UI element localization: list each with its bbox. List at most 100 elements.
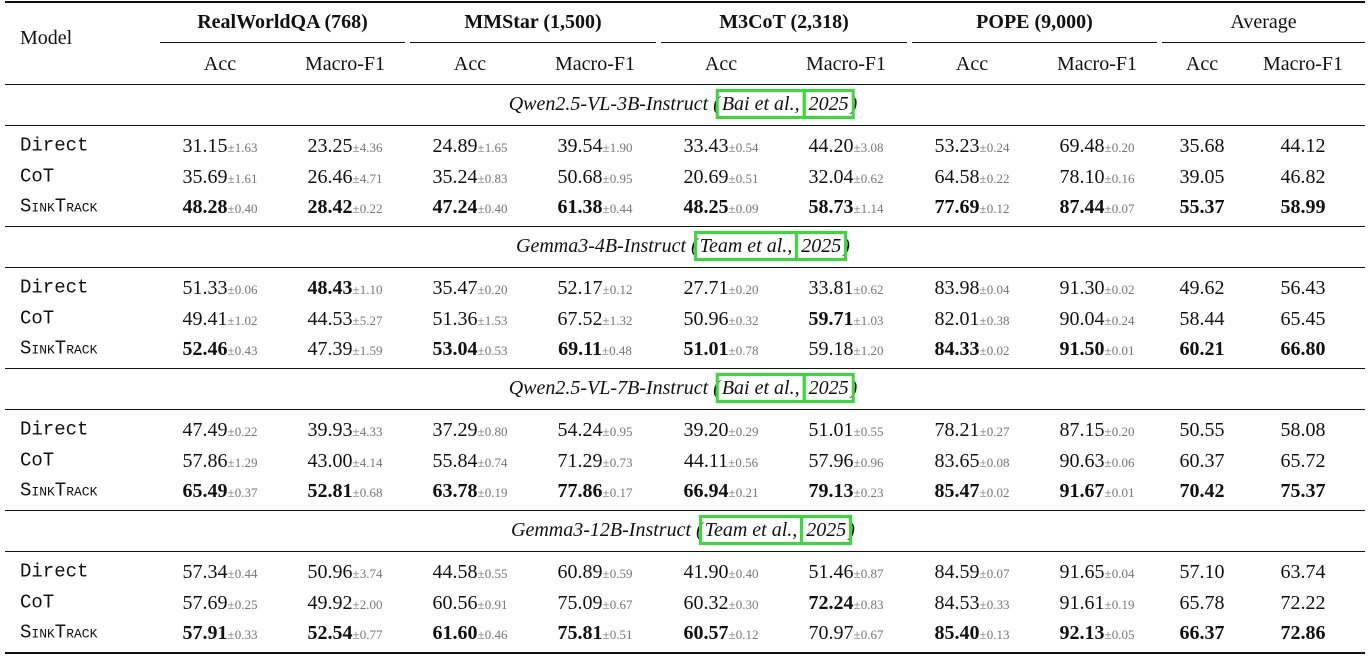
cell-std: ±1.10 [352,282,383,297]
cell-std: ±0.24 [1104,312,1135,328]
cell-value: 35.68 [1179,135,1225,157]
cell-value: 63.78 [432,480,478,502]
cell-std: ±1.03 [853,312,884,328]
cell-value: 85.40 [934,622,980,644]
cell: 60.21 [1180,339,1225,359]
cell-std: ±0.40 [227,201,258,216]
cell-std: ±0.22 [979,170,1010,186]
cell-value: 78.10 [1059,165,1105,188]
cell-std: ±0.20 [728,282,759,297]
cell-std: ±0.05 [1104,627,1135,642]
cell: 54.24±0.95 [558,420,633,440]
cell: 85.40±0.13 [935,623,1010,643]
method-name: CoT [20,449,55,471]
cell-value: 58.08 [1280,419,1326,441]
method-name: SinkTrack [20,621,98,644]
cell-std: ±0.37 [227,485,258,500]
cell-value: 57.10 [1179,561,1225,583]
cell: 47.39±1.59 [308,339,383,359]
cell: 46.82 [1281,167,1326,187]
cell-value: 48.43 [307,277,353,299]
cell: 51.36±1.53 [433,309,508,329]
cell-std: ±1.90 [602,140,633,155]
cell-value: 56.43 [1280,277,1326,299]
rule [5,267,1365,268]
cell-value: 49.92 [307,591,353,614]
cell-value: 50.96 [307,561,353,583]
cell-std: ±0.23 [853,485,884,500]
cell-std: ±0.27 [979,424,1010,439]
cell-value: 39.54 [557,135,603,157]
cell-value: 39.93 [307,419,353,441]
cell: 77.86±0.17 [558,481,633,501]
cell-value: 65.45 [1280,307,1326,330]
cell: 84.33±0.02 [935,339,1010,359]
cell-std: ±0.33 [227,627,258,642]
cell-value: 54.24 [557,419,603,441]
cell-value: 78.21 [934,419,980,441]
cell-std: ±0.83 [477,170,508,186]
cell-std: ±0.21 [728,485,759,500]
cell-std: ±0.44 [602,201,633,216]
cell-std: ±4.14 [352,454,383,470]
cell: 35.69±1.61 [183,167,258,187]
cell-std: ±0.43 [227,343,258,358]
cell: 66.94±0.21 [684,481,759,501]
cell-value: 50.96 [683,307,729,330]
rule [912,42,1157,43]
cell-std: ±1.29 [227,454,258,470]
cell: 61.60±0.46 [433,623,508,643]
cell: 70.97±0.67 [809,623,884,643]
cell-std: ±0.16 [1104,170,1135,186]
method-name: CoT [20,165,55,187]
rule [5,1,1365,3]
cell: 90.04±0.24 [1060,309,1135,329]
citation-year: 2025 [802,373,855,403]
cell: 91.67±0.01 [1060,481,1135,501]
citation-author: Team et al., [693,231,799,261]
cell-value: 65.72 [1280,449,1326,472]
cell-std: ±0.44 [227,566,258,581]
cell-std: ±0.02 [979,485,1010,500]
cell-std: ±0.68 [352,485,383,500]
cell: 66.80 [1281,339,1326,359]
cell: 92.13±0.05 [1060,623,1135,643]
cell-value: 24.89 [432,135,478,157]
cell-std: ±0.07 [1104,201,1135,216]
method-name: Direct [20,276,89,299]
metric-header: Macro-F1 [555,53,635,75]
cell-value: 60.89 [557,561,603,583]
cell-value: 43.00 [307,449,353,472]
cell-std: ±1.63 [227,140,258,155]
cell-std: ±0.17 [602,485,633,500]
method-name: CoT [20,307,55,329]
cell-value: 53.23 [934,135,980,157]
cell-std: ±0.74 [477,454,508,470]
cell-value: 61.60 [432,622,478,644]
cell-value: 51.36 [432,307,478,330]
cell-value: 46.82 [1280,165,1326,188]
cell-value: 31.15 [182,135,228,157]
metric-header: Acc [704,53,738,75]
cell-std: ±0.12 [602,282,633,297]
cell-value: 55.37 [1179,196,1225,218]
rule [160,42,405,43]
metric-header: Acc [203,53,237,75]
cell-std: ±0.56 [728,454,759,470]
cell-std: ±0.40 [477,201,508,216]
rule [5,125,1365,126]
cell-value: 83.98 [934,277,980,299]
cell: 64.58±0.22 [935,167,1010,187]
cell-value: 69.11 [558,338,603,360]
cell-std: ±0.06 [1104,454,1135,470]
cell-value: 50.55 [1179,419,1225,441]
cell-value: 83.65 [934,449,980,472]
metric-header: Acc [1185,53,1219,75]
cell-value: 49.41 [182,307,228,330]
cell-std: ±0.73 [602,454,633,470]
cell-value: 84.53 [934,591,980,614]
cell-std: ±0.46 [477,627,508,642]
cell: 51.46±0.87 [809,562,884,582]
cell: 35.47±0.20 [433,278,508,298]
